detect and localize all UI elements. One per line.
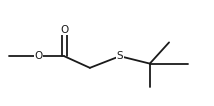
Text: O: O <box>60 25 68 35</box>
Text: S: S <box>117 51 123 61</box>
Text: O: O <box>34 51 43 61</box>
